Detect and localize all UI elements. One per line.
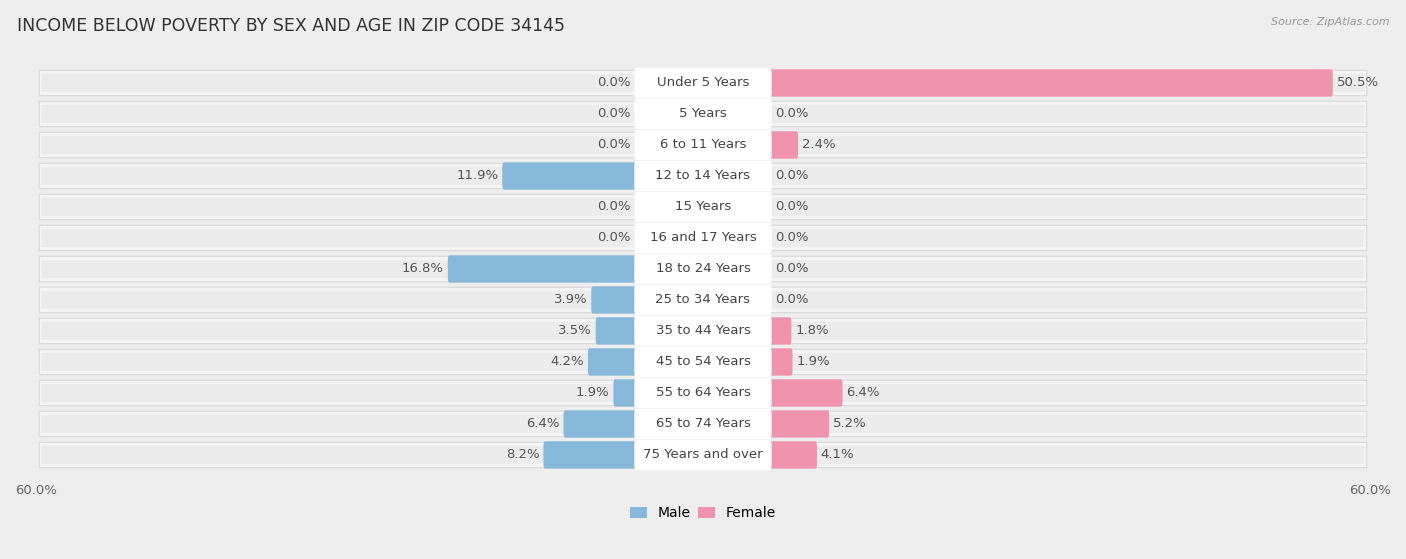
Text: 50.5%: 50.5%: [1337, 77, 1379, 89]
FancyBboxPatch shape: [449, 255, 638, 283]
FancyBboxPatch shape: [502, 162, 638, 190]
FancyBboxPatch shape: [39, 442, 1367, 468]
FancyBboxPatch shape: [634, 440, 772, 470]
FancyBboxPatch shape: [634, 223, 772, 253]
Text: 16.8%: 16.8%: [402, 263, 444, 276]
Text: 1.9%: 1.9%: [576, 386, 610, 400]
Text: 11.9%: 11.9%: [457, 169, 499, 182]
FancyBboxPatch shape: [634, 99, 772, 129]
FancyBboxPatch shape: [39, 287, 1367, 312]
Text: 1.9%: 1.9%: [796, 356, 830, 368]
FancyBboxPatch shape: [768, 380, 842, 406]
Text: 8.2%: 8.2%: [506, 448, 540, 462]
FancyBboxPatch shape: [39, 225, 1367, 250]
FancyBboxPatch shape: [42, 291, 1364, 309]
Text: 5.2%: 5.2%: [834, 418, 868, 430]
Text: 35 to 44 Years: 35 to 44 Years: [655, 324, 751, 338]
FancyBboxPatch shape: [42, 322, 1364, 340]
Text: 25 to 34 Years: 25 to 34 Years: [655, 293, 751, 306]
Text: 0.0%: 0.0%: [598, 231, 631, 244]
Text: 0.0%: 0.0%: [775, 231, 808, 244]
Text: 0.0%: 0.0%: [775, 201, 808, 214]
FancyBboxPatch shape: [588, 348, 638, 376]
FancyBboxPatch shape: [39, 163, 1367, 189]
Text: 6.4%: 6.4%: [526, 418, 560, 430]
FancyBboxPatch shape: [634, 378, 772, 408]
Text: 2.4%: 2.4%: [801, 139, 835, 151]
Text: Source: ZipAtlas.com: Source: ZipAtlas.com: [1271, 17, 1389, 27]
FancyBboxPatch shape: [768, 348, 793, 376]
FancyBboxPatch shape: [768, 69, 1333, 97]
FancyBboxPatch shape: [39, 256, 1367, 282]
Text: 4.1%: 4.1%: [821, 448, 855, 462]
FancyBboxPatch shape: [42, 198, 1364, 216]
FancyBboxPatch shape: [768, 441, 817, 468]
FancyBboxPatch shape: [613, 380, 638, 406]
FancyBboxPatch shape: [42, 353, 1364, 371]
Text: 0.0%: 0.0%: [775, 293, 808, 306]
FancyBboxPatch shape: [634, 68, 772, 98]
FancyBboxPatch shape: [564, 410, 638, 438]
Text: 12 to 14 Years: 12 to 14 Years: [655, 169, 751, 182]
FancyBboxPatch shape: [634, 130, 772, 160]
Text: 0.0%: 0.0%: [598, 107, 631, 121]
Text: 3.5%: 3.5%: [558, 324, 592, 338]
Text: 0.0%: 0.0%: [775, 107, 808, 121]
FancyBboxPatch shape: [39, 318, 1367, 344]
Text: 0.0%: 0.0%: [775, 263, 808, 276]
Text: 4.2%: 4.2%: [550, 356, 583, 368]
Text: 1.8%: 1.8%: [796, 324, 830, 338]
Text: 15 Years: 15 Years: [675, 201, 731, 214]
FancyBboxPatch shape: [42, 384, 1364, 402]
Text: 55 to 64 Years: 55 to 64 Years: [655, 386, 751, 400]
FancyBboxPatch shape: [634, 316, 772, 346]
FancyBboxPatch shape: [596, 318, 638, 344]
Text: 6 to 11 Years: 6 to 11 Years: [659, 139, 747, 151]
FancyBboxPatch shape: [592, 286, 638, 314]
Text: 6.4%: 6.4%: [846, 386, 880, 400]
FancyBboxPatch shape: [39, 195, 1367, 220]
FancyBboxPatch shape: [768, 131, 799, 159]
FancyBboxPatch shape: [42, 446, 1364, 464]
FancyBboxPatch shape: [634, 285, 772, 315]
FancyBboxPatch shape: [42, 415, 1364, 433]
FancyBboxPatch shape: [39, 349, 1367, 375]
Text: Under 5 Years: Under 5 Years: [657, 77, 749, 89]
Text: 0.0%: 0.0%: [775, 169, 808, 182]
FancyBboxPatch shape: [39, 380, 1367, 406]
Text: 0.0%: 0.0%: [598, 77, 631, 89]
FancyBboxPatch shape: [634, 409, 772, 439]
Text: INCOME BELOW POVERTY BY SEX AND AGE IN ZIP CODE 34145: INCOME BELOW POVERTY BY SEX AND AGE IN Z…: [17, 17, 565, 35]
FancyBboxPatch shape: [634, 192, 772, 222]
FancyBboxPatch shape: [39, 411, 1367, 437]
FancyBboxPatch shape: [634, 254, 772, 284]
FancyBboxPatch shape: [768, 410, 830, 438]
FancyBboxPatch shape: [544, 441, 638, 468]
FancyBboxPatch shape: [39, 101, 1367, 127]
Text: 75 Years and over: 75 Years and over: [643, 448, 763, 462]
Legend: Male, Female: Male, Female: [624, 500, 782, 525]
Text: 45 to 54 Years: 45 to 54 Years: [655, 356, 751, 368]
FancyBboxPatch shape: [634, 161, 772, 191]
FancyBboxPatch shape: [42, 167, 1364, 185]
FancyBboxPatch shape: [42, 136, 1364, 154]
FancyBboxPatch shape: [42, 260, 1364, 278]
Text: 0.0%: 0.0%: [598, 139, 631, 151]
FancyBboxPatch shape: [42, 74, 1364, 92]
Text: 5 Years: 5 Years: [679, 107, 727, 121]
FancyBboxPatch shape: [634, 347, 772, 377]
FancyBboxPatch shape: [39, 70, 1367, 96]
Text: 0.0%: 0.0%: [598, 201, 631, 214]
Text: 65 to 74 Years: 65 to 74 Years: [655, 418, 751, 430]
FancyBboxPatch shape: [768, 318, 792, 344]
FancyBboxPatch shape: [42, 229, 1364, 247]
Text: 3.9%: 3.9%: [554, 293, 588, 306]
FancyBboxPatch shape: [42, 105, 1364, 123]
FancyBboxPatch shape: [39, 132, 1367, 158]
Text: 18 to 24 Years: 18 to 24 Years: [655, 263, 751, 276]
Text: 16 and 17 Years: 16 and 17 Years: [650, 231, 756, 244]
